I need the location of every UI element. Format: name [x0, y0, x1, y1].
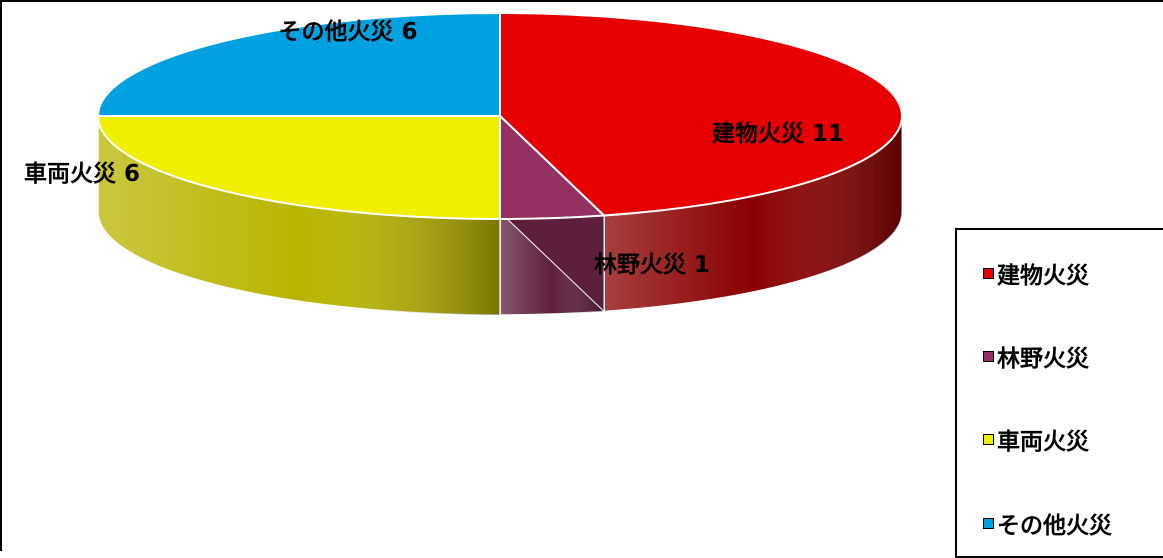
legend-item-other-fire: その他火災	[983, 508, 1112, 539]
pie-side-shade-building-fire	[604, 116, 902, 312]
pie-side-shade-vehicle-fire	[98, 116, 500, 315]
pie-slice-other-fire	[96, 11, 501, 117]
legend-swatch-vehicle-fire	[983, 433, 994, 445]
data-label-vehicle-fire: 車両火災 6	[24, 161, 140, 187]
legend-item-forest-fire: 林野火災	[983, 341, 1089, 372]
legend-label-other-fire: その他火災	[997, 513, 1112, 539]
legend-label-forest-fire: 林野火災	[997, 346, 1089, 372]
legend-label-building-fire: 建物火災	[997, 263, 1089, 289]
chart-legend: 建物火災 林野火災 車両火災 その他火災	[955, 228, 1163, 558]
legend-swatch-other-fire	[983, 517, 994, 529]
data-label-other-fire: その他火災 6	[278, 19, 417, 45]
pie-slice-building-fire	[499, 11, 903, 217]
pie-slice-vehicle-fire	[96, 115, 501, 221]
legend-item-building-fire: 建物火災	[983, 258, 1089, 289]
legend-swatch-forest-fire	[983, 350, 994, 362]
legend-label-vehicle-fire: 車両火災	[997, 429, 1089, 455]
legend-item-vehicle-fire: 車両火災	[983, 424, 1089, 455]
legend-swatch-building-fire	[983, 267, 994, 279]
data-label-building-fire: 建物火災 11	[712, 120, 844, 147]
data-label-forest-fire: 林野火災 1	[594, 251, 710, 278]
